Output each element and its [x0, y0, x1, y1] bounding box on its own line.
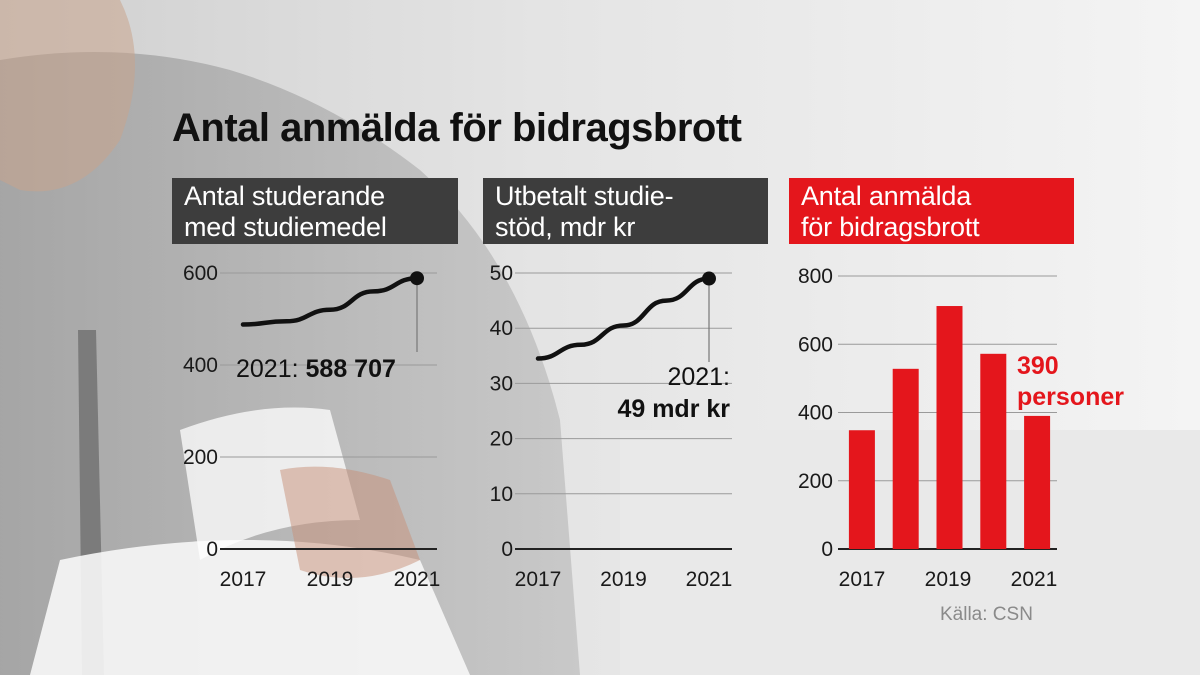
y-tick-label: 0: [501, 538, 513, 561]
bar: [1024, 415, 1051, 549]
bar: [848, 430, 875, 549]
panel-title-students: Antal studerande med studiemedel: [172, 178, 458, 244]
panel-title-payout: Utbetalt studie- stöd, mdr kr: [483, 178, 768, 244]
value-annotation: 2021: 588 707: [236, 355, 396, 383]
x-tick-label: 2017: [839, 568, 886, 591]
annotation-value: 49 mdr kr: [617, 395, 730, 423]
bar: [980, 353, 1007, 549]
x-tick-label: 2017: [515, 568, 562, 591]
y-tick-label: 800: [798, 265, 833, 288]
y-tick-label: 0: [206, 538, 218, 561]
last-point-marker: [702, 271, 716, 286]
y-tick-label: 30: [490, 372, 513, 395]
annotation-prefix: 2021:: [667, 363, 730, 391]
y-tick-label: 600: [183, 262, 218, 285]
y-tick-label: 10: [490, 483, 513, 506]
y-tick-label: 600: [798, 333, 833, 356]
x-tick-label: 2019: [307, 568, 354, 591]
x-tick-label: 2019: [600, 568, 647, 591]
annotation-prefix: 2021:: [236, 355, 306, 383]
y-tick-label: 20: [490, 428, 513, 451]
source-note: Källa: CSN: [940, 604, 1033, 625]
y-tick-label: 400: [798, 402, 833, 425]
y-tick-label: 50: [490, 262, 513, 285]
last-point-marker: [410, 271, 424, 286]
x-tick-label: 2021: [394, 568, 441, 591]
y-tick-label: 40: [490, 317, 513, 340]
x-tick-label: 2021: [686, 568, 733, 591]
x-tick-label: 2019: [925, 568, 972, 591]
y-tick-label: 0: [821, 538, 833, 561]
panel-title-reported: Antal anmälda för bidragsbrott: [789, 178, 1074, 244]
bar: [936, 306, 963, 549]
annotation-value: 390: [1017, 352, 1059, 380]
series-line: [535, 276, 712, 361]
annotation-unit: personer: [1017, 383, 1124, 411]
x-tick-label: 2021: [1011, 568, 1058, 591]
y-tick-label: 200: [798, 470, 833, 493]
y-tick-label: 400: [183, 354, 218, 377]
annotation-value: 588 707: [306, 355, 396, 383]
bar: [892, 368, 919, 549]
series-line: [240, 275, 420, 327]
chart-main-title: Antal anmälda för bidragsbrott: [172, 106, 742, 150]
y-tick-label: 200: [183, 446, 218, 469]
x-tick-label: 2017: [220, 568, 267, 591]
